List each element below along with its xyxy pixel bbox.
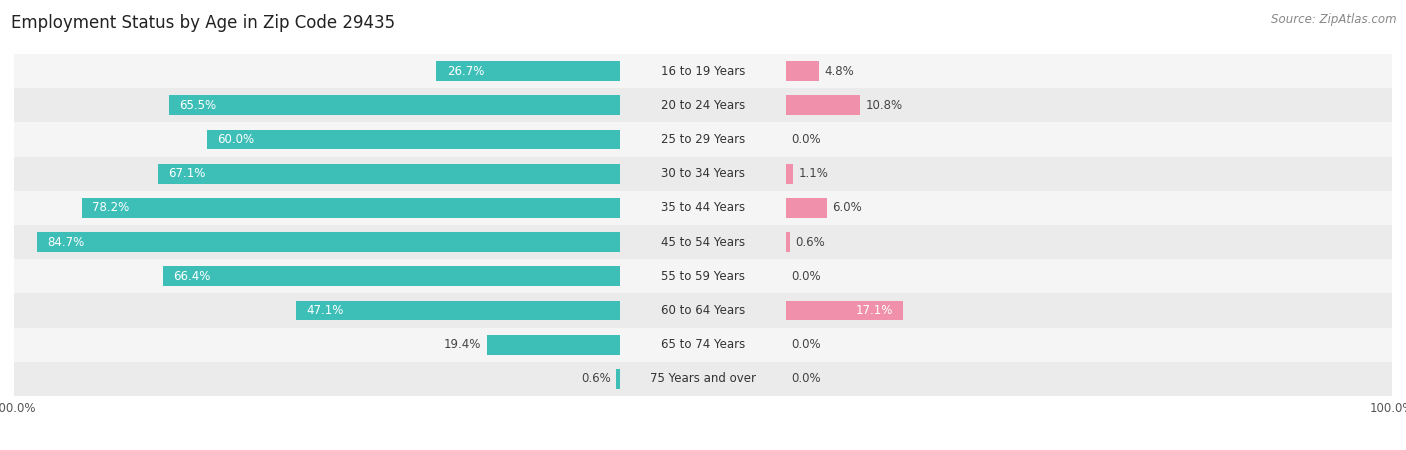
Text: 0.6%: 0.6%	[796, 236, 825, 248]
Text: 75 Years and over: 75 Years and over	[650, 373, 756, 385]
Text: 55 to 59 Years: 55 to 59 Years	[661, 270, 745, 283]
Bar	[14, 362, 1392, 396]
Bar	[14, 328, 1392, 362]
Bar	[786, 301, 904, 320]
Text: 47.1%: 47.1%	[307, 304, 343, 317]
Text: 35 to 44 Years: 35 to 44 Years	[661, 202, 745, 214]
Text: 78.2%: 78.2%	[91, 202, 129, 214]
Text: 19.4%: 19.4%	[444, 338, 481, 351]
Text: 60.0%: 60.0%	[218, 133, 254, 146]
Text: 65 to 74 Years: 65 to 74 Years	[661, 338, 745, 351]
Text: Source: ZipAtlas.com: Source: ZipAtlas.com	[1271, 14, 1396, 27]
Text: 66.4%: 66.4%	[173, 270, 211, 283]
Text: 17.1%: 17.1%	[856, 304, 893, 317]
Text: 65.5%: 65.5%	[180, 99, 217, 112]
Text: 67.1%: 67.1%	[169, 167, 205, 180]
Bar	[14, 191, 1392, 225]
Text: 6.0%: 6.0%	[832, 202, 862, 214]
Bar	[786, 164, 793, 184]
Text: 1.1%: 1.1%	[799, 167, 828, 180]
Bar	[14, 157, 1392, 191]
Bar	[207, 130, 620, 149]
Bar	[14, 259, 1392, 293]
Text: 84.7%: 84.7%	[48, 236, 84, 248]
Text: 25 to 29 Years: 25 to 29 Years	[661, 133, 745, 146]
Bar	[14, 88, 1392, 122]
Text: 16 to 19 Years: 16 to 19 Years	[661, 65, 745, 77]
Bar	[616, 369, 620, 389]
Bar	[786, 198, 827, 218]
Bar	[14, 54, 1392, 88]
Text: 26.7%: 26.7%	[447, 65, 484, 77]
Text: 0.0%: 0.0%	[792, 133, 821, 146]
Bar	[295, 301, 620, 320]
Text: 20 to 24 Years: 20 to 24 Years	[661, 99, 745, 112]
Text: 0.0%: 0.0%	[792, 373, 821, 385]
Text: 0.0%: 0.0%	[792, 270, 821, 283]
Bar	[14, 293, 1392, 328]
Bar	[163, 266, 620, 286]
Bar	[14, 122, 1392, 157]
Text: 45 to 54 Years: 45 to 54 Years	[661, 236, 745, 248]
Text: 4.8%: 4.8%	[824, 65, 853, 77]
Bar	[37, 232, 620, 252]
Text: 10.8%: 10.8%	[866, 99, 903, 112]
Bar	[486, 335, 620, 355]
Bar	[157, 164, 620, 184]
Bar	[436, 61, 620, 81]
Text: 60 to 64 Years: 60 to 64 Years	[661, 304, 745, 317]
Bar	[786, 95, 860, 115]
Bar	[82, 198, 620, 218]
Bar	[786, 61, 818, 81]
Bar	[169, 95, 620, 115]
Bar	[14, 225, 1392, 259]
Bar	[786, 232, 790, 252]
Text: 0.6%: 0.6%	[581, 373, 610, 385]
Text: 0.0%: 0.0%	[792, 338, 821, 351]
Text: 30 to 34 Years: 30 to 34 Years	[661, 167, 745, 180]
Text: Employment Status by Age in Zip Code 29435: Employment Status by Age in Zip Code 294…	[11, 14, 395, 32]
